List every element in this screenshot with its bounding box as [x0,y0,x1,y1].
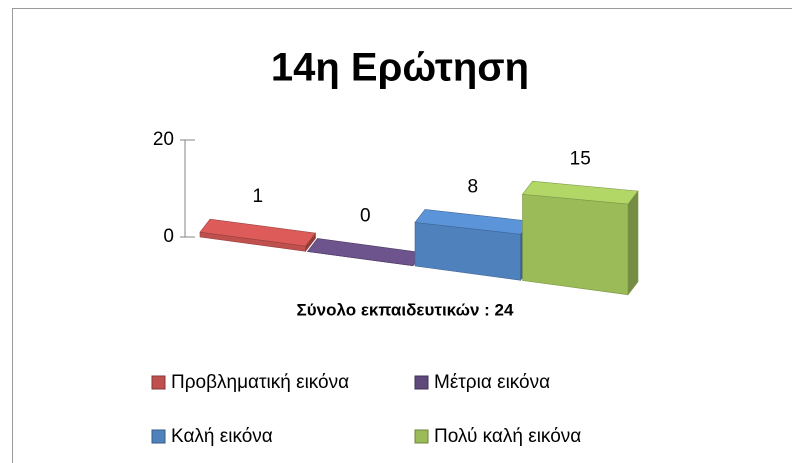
bar-front [522,193,629,296]
bar-top [199,218,317,247]
bar-top [521,180,639,205]
data-label: 0 [360,206,371,227]
bar [521,180,639,296]
legend-label: Μέτρια εικόνα [434,372,550,393]
legend-swatch [151,429,166,444]
y-tick-label: 0 [163,226,174,247]
legend-swatch [414,375,429,390]
legend-swatch [414,429,429,444]
x-tick-label: Σύνολο εκπαιδευτικών : 24 [297,300,514,319]
data-label: 1 [252,186,263,207]
bar [199,218,317,253]
data-label: 8 [467,176,478,197]
data-label: 15 [570,148,591,169]
chart-frame [12,8,792,463]
chart-title: 14η Ερώτηση [271,46,529,90]
legend-label: Πολύ καλή εικόνα [434,426,581,447]
legend-label: Καλή εικόνα [171,426,273,447]
legend-swatch [151,375,166,390]
bar-side [627,190,639,296]
legend-label: Προβληματική εικόνα [171,372,349,393]
y-tick-label: 20 [153,129,174,150]
